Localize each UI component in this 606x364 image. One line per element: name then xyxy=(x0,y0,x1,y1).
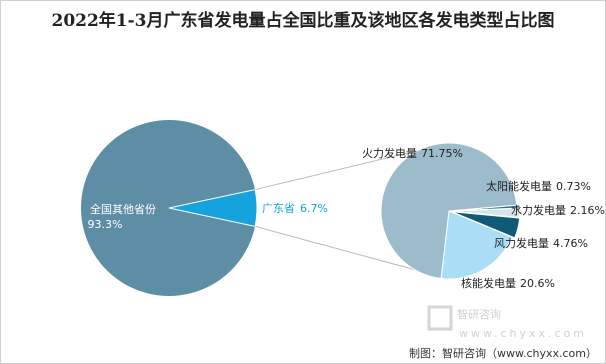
value-label: 0.73% xyxy=(556,180,591,193)
category-label: 广东省 xyxy=(262,202,295,215)
value-label: 20.6% xyxy=(520,277,555,290)
pie-label: 广东省 6.7% xyxy=(262,202,328,215)
pie-slice xyxy=(81,120,256,297)
category-label: 水力发电量 xyxy=(511,203,566,217)
value-label: 93.3% xyxy=(88,218,123,231)
value-label: 2.16% xyxy=(570,204,605,217)
pie-label: 风力发电量 4.76% xyxy=(494,236,588,250)
pie-slice xyxy=(451,211,521,239)
category-label: 风力发电量 xyxy=(494,236,549,250)
value-label: 71.75% xyxy=(421,147,463,160)
pie-slice xyxy=(451,207,521,219)
watermark-text: 智研咨询 xyxy=(457,307,501,321)
watermark-icon xyxy=(427,305,453,331)
pie-slice xyxy=(440,210,513,280)
category-label: 全国其他省份 xyxy=(90,202,156,216)
chart-title: 2022年1-3月广东省发电量占全国比重及该地区各发电类型占比图 xyxy=(51,11,555,31)
value-label: 6.7% xyxy=(300,202,328,215)
pie-slice xyxy=(380,142,518,280)
value-label: 4.76% xyxy=(553,237,588,250)
pie-label: 核能发电量 20.6% xyxy=(461,276,555,290)
watermark-url: www.chyxx.com xyxy=(459,327,587,340)
category-label: 核能发电量 xyxy=(461,276,516,290)
pie-slice xyxy=(168,189,258,227)
category-label: 太阳能发电量 xyxy=(486,179,552,193)
pie-label: 全国其他省份 xyxy=(90,202,156,216)
pie-label: 太阳能发电量 0.73% xyxy=(486,179,591,193)
pie-label: 水力发电量 2.16% xyxy=(511,203,605,217)
watermark: 智研咨询 www.chyxx.com xyxy=(427,305,587,340)
source: 制图：智研咨询（www.chyxx.com） xyxy=(409,346,597,360)
pie-label: 火力发电量 71.75% xyxy=(362,146,463,160)
category-label: 火力发电量 xyxy=(362,146,417,160)
